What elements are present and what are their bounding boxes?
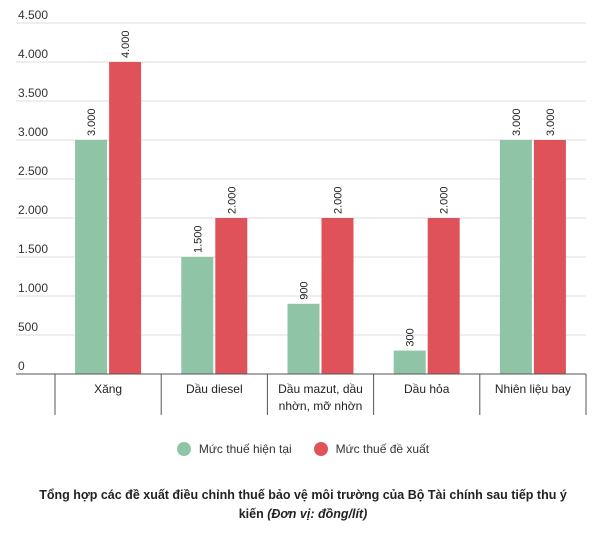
bar[interactable]: [215, 218, 248, 374]
legend: Mức thuế hiện tại Mức thuế đề xuất: [0, 437, 606, 461]
legend-item-current[interactable]: Mức thuế hiện tại: [176, 442, 292, 456]
y-tick-label: 1.500: [18, 242, 48, 256]
x-tick-label: Dầu hỏa: [404, 382, 450, 396]
bar[interactable]: [75, 140, 108, 374]
data-label: 2.000: [333, 186, 345, 214]
data-label: 3.000: [86, 108, 98, 136]
value-labels: 3.000 4.000 1.500 2.000 900 2.000 300 2.000 3.00…: [86, 30, 557, 346]
y-tick-label: 1.000: [18, 281, 48, 295]
legend-item-proposed[interactable]: Mức thuế đề xuất: [313, 442, 430, 456]
caption-unit: (Đơn vị: đồng/lít): [267, 507, 368, 521]
bar[interactable]: [533, 140, 566, 374]
legend-current-label: Mức thuế hiện tại: [198, 442, 292, 456]
y-axis-labels: 0 500 1.000 1.500 2.000 2.500 3.000 3.500 4.000 4…: [18, 8, 48, 373]
chart-caption: Tổng hợp các đề xuất điều chỉnh thuế bảo…: [30, 486, 576, 524]
y-tick-label: 3.500: [18, 86, 48, 100]
bar[interactable]: [287, 303, 320, 374]
y-tick-label: 4.000: [18, 47, 48, 61]
y-tick-label: 500: [18, 320, 38, 334]
data-label: 2.000: [439, 186, 451, 214]
x-tick-label: Xăng: [94, 382, 122, 396]
y-tick-label: 4.500: [18, 8, 48, 22]
bar[interactable]: [321, 218, 354, 374]
data-label: 1.500: [192, 225, 204, 253]
bar[interactable]: [393, 350, 426, 374]
bar[interactable]: [499, 140, 532, 374]
chart: 0 500 1.000 1.500 2.000 2.500 3.000 3.500 4.000 4…: [16, 8, 587, 415]
data-label: 2.000: [226, 186, 238, 214]
bar[interactable]: [427, 218, 460, 374]
x-tick-label: Dầu mazut, dầu: [278, 382, 363, 396]
category-labels: Xăng Dầu diesel Dầu mazut, dầu nhờn, mỡ nhờ…: [94, 382, 571, 413]
x-axis: [16, 373, 587, 415]
y-tick-label: 2.000: [18, 203, 48, 217]
data-label: 3.000: [545, 108, 557, 136]
data-label: 300: [405, 328, 417, 346]
legend-proposed-swatch: [313, 442, 328, 456]
caption-main: Tổng hợp các đề xuất điều chỉnh thuế bảo…: [39, 488, 567, 521]
y-tick-label: 0: [18, 359, 25, 373]
bar[interactable]: [109, 62, 142, 374]
x-tick-label: Nhiên liệu bay: [495, 382, 571, 396]
bars: [75, 62, 566, 374]
y-tick-label: 2.500: [18, 164, 48, 178]
data-label: 900: [299, 281, 311, 299]
bar[interactable]: [181, 257, 214, 374]
x-tick-label: nhờn, mỡ nhờn: [279, 399, 363, 413]
x-tick-label: Dầu diesel: [186, 382, 243, 396]
y-tick-label: 3.000: [18, 125, 48, 139]
legend-current-swatch: [176, 442, 191, 456]
data-label: 4.000: [120, 30, 132, 58]
data-label: 3.000: [511, 108, 523, 136]
legend-proposed-label: Mức thuế đề xuất: [335, 442, 430, 456]
